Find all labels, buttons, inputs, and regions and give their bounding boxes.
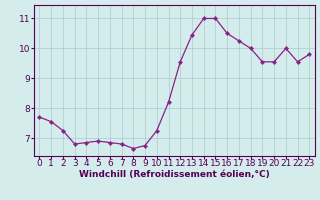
X-axis label: Windchill (Refroidissement éolien,°C): Windchill (Refroidissement éolien,°C)	[79, 170, 270, 179]
